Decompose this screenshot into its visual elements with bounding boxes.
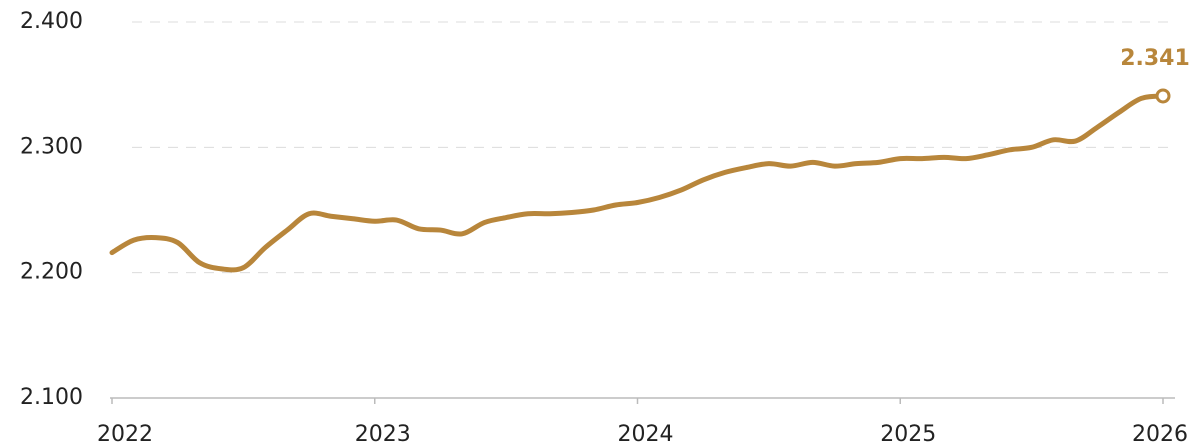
- y-tick-label: 2.100: [20, 385, 83, 410]
- end-point: [1155, 88, 1171, 104]
- end-label: 2.341: [1120, 46, 1190, 71]
- y-tick-label: 2.200: [20, 260, 83, 285]
- line: [109, 93, 1166, 273]
- x-tick-label: 2025: [880, 422, 936, 447]
- x-tick-label: 2026: [1132, 422, 1188, 447]
- x-tick-label: 2022: [97, 422, 153, 447]
- y-tick-label: 2.300: [20, 134, 83, 159]
- y-tick-label: 2.400: [20, 9, 83, 34]
- x-tick-label: 2023: [355, 422, 411, 447]
- x-tick-label: 2024: [618, 422, 674, 447]
